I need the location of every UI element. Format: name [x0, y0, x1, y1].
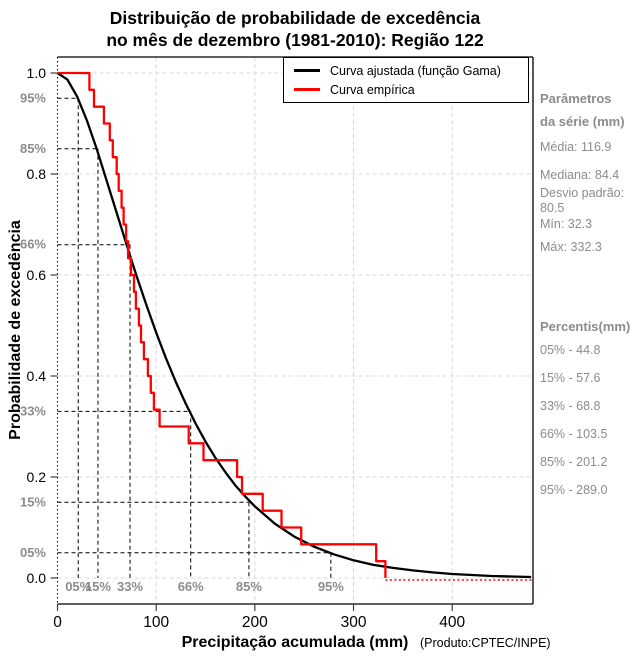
y-tick-label: 1.0: [27, 65, 47, 81]
percentiles-header: Percentis(mm): [540, 319, 631, 334]
stat-max: Máx: 332.3: [540, 240, 602, 254]
y-axis-title: Probabilidade de excedência: [7, 220, 24, 440]
fitted-line-swatch: [294, 69, 320, 72]
x-tick-label: 0: [53, 614, 62, 631]
y-tick-label: 0.4: [27, 368, 47, 384]
percentile-05: 05% - 44.8: [540, 343, 601, 357]
y-percent-label: 15%: [20, 494, 46, 509]
y-percent-label: 85%: [20, 141, 46, 156]
product-note: (Produto:CPTEC/INPE): [420, 636, 551, 650]
legend-label-fitted: Curva ajustada (função Gama): [330, 63, 501, 78]
legend-item-empirical: Curva empírica: [294, 83, 518, 97]
x-percentile-label: 05%: [65, 579, 91, 594]
y-tick-label: 0.8: [27, 166, 47, 182]
y-tick-label: 0.2: [27, 469, 47, 485]
stat-desvio-padrao: Desvio padrão: 80.5: [540, 186, 625, 215]
y-percent-label: 33%: [20, 403, 46, 418]
x-percentile-label: 85%: [236, 579, 262, 594]
x-percentile-label: 95%: [318, 579, 344, 594]
stat-min: Mín: 32.3: [540, 217, 593, 231]
stat-media: Média: 116.9: [540, 140, 612, 154]
x-percentile-label: 66%: [178, 579, 204, 594]
x-tick-label: 200: [242, 614, 268, 631]
x-percentile-label: 33%: [117, 579, 143, 594]
percentile-85: 85% - 201.2: [540, 455, 608, 469]
legend-item-fitted: Curva ajustada (função Gama): [294, 64, 518, 78]
fitted-gamma-curve: [56, 72, 532, 579]
percentile-33: 33% - 68.8: [540, 399, 601, 413]
chart-title-line2: no mês de dezembro (1981-2010): Região 1…: [106, 30, 484, 50]
chart-title-line1: Distribuição de probabilidade de excedên…: [109, 8, 481, 28]
percentile-95: 95% - 289.0: [540, 483, 608, 497]
legend-box: Curva ajustada (função Gama) Curva empír…: [283, 57, 529, 103]
y-tick-label: 0.0: [27, 570, 47, 586]
y-tick-label: 0.6: [27, 267, 47, 283]
x-axis-title: Precipitação acumulada (mm): [181, 634, 409, 651]
x-percentile-label: 15%: [85, 579, 111, 594]
x-tick-label: 100: [143, 614, 169, 631]
legend-label-empirical: Curva empírica: [330, 82, 415, 97]
empirical-curve: [57, 71, 387, 578]
params-header-line2: da série (mm): [540, 114, 625, 129]
y-percent-label: 66%: [20, 237, 46, 252]
y-percent-label: 95%: [20, 90, 46, 105]
stat-mediana: Mediana: 84.4: [540, 168, 620, 182]
params-header-line1: Parâmetros: [540, 91, 612, 106]
y-percent-label: 05%: [20, 545, 46, 560]
x-tick-label: 400: [439, 614, 465, 631]
x-tick-label: 300: [341, 614, 367, 631]
percentile-15: 15% - 57.6: [540, 371, 601, 385]
percentile-66: 66% - 103.5: [540, 427, 608, 441]
empirical-line-swatch: [294, 88, 320, 91]
